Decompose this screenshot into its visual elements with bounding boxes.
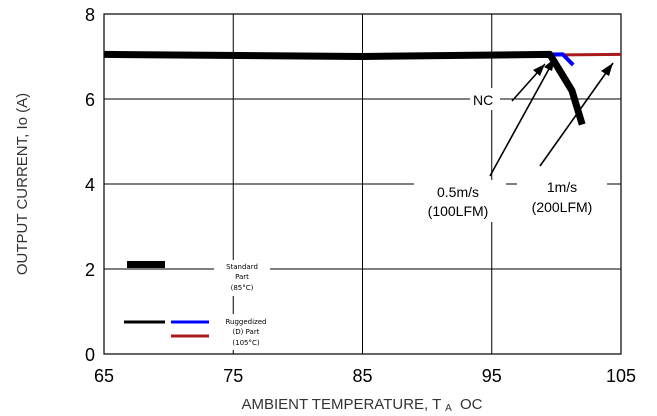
- legend-rugged-line3: (105°C): [232, 339, 259, 347]
- annotation-1-line1: 1m/s: [547, 179, 577, 195]
- annotation-05-bg: [414, 180, 506, 222]
- legend-standard-line1: Standard: [226, 263, 258, 271]
- annotation-1-arrowhead: [601, 63, 613, 76]
- x-axis-title: AMBIENT TEMPERATURE, T A OC: [242, 396, 483, 415]
- legend-ruggedized: Ruggedized (D) Part (105°C): [124, 314, 278, 350]
- x-axis-title-sub: A: [445, 403, 452, 414]
- series-line: [103, 50, 586, 126]
- x-tick-label: 105: [606, 366, 636, 386]
- nc-label-bg: [470, 88, 500, 110]
- y-tick-label: 6: [85, 90, 95, 110]
- nc-label: NC: [473, 92, 493, 108]
- legend-standard-line3: (85°C): [231, 284, 254, 292]
- annotation-1-line2: (200LFM): [532, 199, 593, 215]
- y-tick-label: 2: [85, 260, 95, 280]
- y-tick-label: 4: [85, 175, 95, 195]
- y-tick-label: 8: [85, 5, 95, 25]
- annotation-05-arrowhead: [544, 58, 555, 71]
- y-tick-label: 0: [85, 345, 95, 365]
- legend-standard-swatch: [127, 261, 165, 268]
- legend-standard-line2: Part: [235, 273, 249, 281]
- x-tick-label: 95: [482, 366, 502, 386]
- annotation-05-line1: 0.5m/s: [437, 184, 479, 200]
- annotation-05-arrow: [489, 57, 556, 177]
- legend-rugged-line1: Ruggedized: [226, 318, 267, 326]
- x-tick-label: 85: [352, 366, 372, 386]
- annotation-1-bg: [517, 180, 607, 222]
- annotation-1-arrow: [539, 62, 614, 167]
- x-tick-label: 65: [94, 366, 114, 386]
- nc-arrowhead: [533, 64, 545, 76]
- annotation-05-line2: (100LFM): [428, 203, 489, 219]
- x-axis-title-main: AMBIENT TEMPERATURE, T: [242, 396, 442, 413]
- legend-standard-bg: [214, 260, 270, 296]
- y-axis-title: OUTPUT CURRENT, Io (A): [14, 93, 31, 275]
- legend-rugged-bg: [214, 314, 278, 350]
- x-axis-title-unit: OC: [460, 396, 483, 413]
- legend-rugged-line2: (D) Part: [233, 328, 260, 336]
- data-series: [103, 50, 622, 126]
- tick-labels: 0 2 4 6 8 65 75 85 95 105: [85, 5, 636, 386]
- x-tick-label: 75: [223, 366, 243, 386]
- legend-standard: Standard Part (85°C): [127, 260, 270, 296]
